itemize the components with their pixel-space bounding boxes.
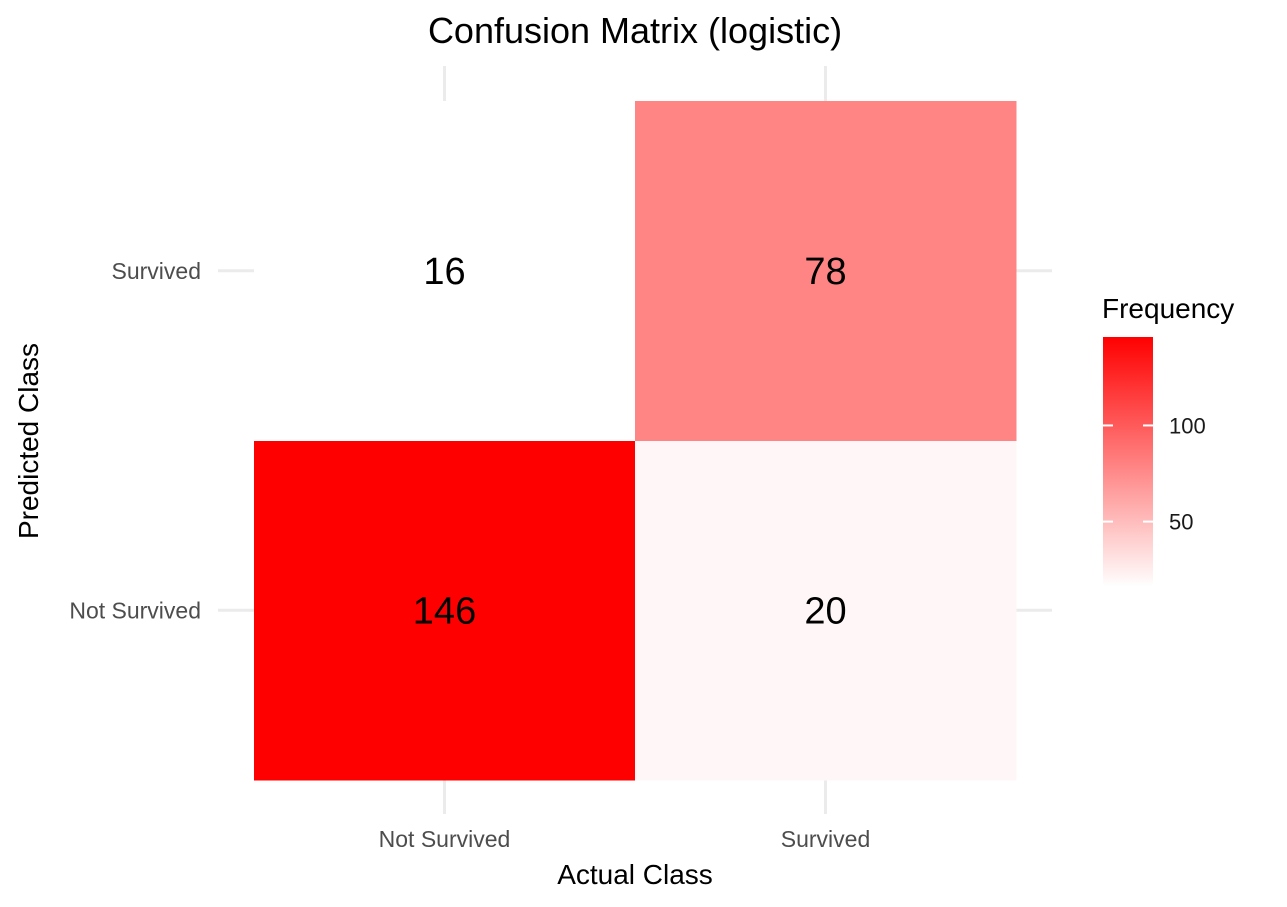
heatmap-cell [254, 101, 636, 441]
x-axis-title: Actual Class [557, 859, 713, 890]
legend-colorbar [1103, 337, 1153, 587]
cell-value-label: 78 [804, 251, 846, 293]
x-axis-tick-labels: Not Survived Survived [379, 826, 871, 852]
x-tick-label: Not Survived [379, 826, 511, 852]
y-tick-label: Not Survived [69, 597, 201, 623]
cell-value-labels: 146 20 16 78 [413, 251, 847, 633]
cell-value-label: 16 [423, 251, 465, 293]
heatmap-cell [635, 101, 1017, 441]
legend-title: Frequency [1102, 293, 1234, 324]
y-axis-tick-labels: Not Survived Survived [69, 258, 201, 624]
color-legend: Frequency 50 100 [1102, 293, 1234, 587]
cell-value-label: 146 [413, 590, 476, 632]
cell-value-label: 20 [804, 590, 846, 632]
y-tick-label: Survived [112, 258, 201, 284]
legend-tick-label: 50 [1169, 510, 1193, 535]
heatmap-cell [254, 440, 636, 781]
x-tick-label: Survived [781, 826, 870, 852]
legend-ticks: 50 100 [1103, 413, 1206, 535]
heatmap-cells [254, 101, 1017, 781]
legend-tick-label: 100 [1169, 413, 1206, 438]
chart-title: Confusion Matrix (logistic) [428, 10, 842, 51]
heatmap-cell [635, 440, 1017, 781]
y-axis-title: Predicted Class [13, 343, 44, 539]
